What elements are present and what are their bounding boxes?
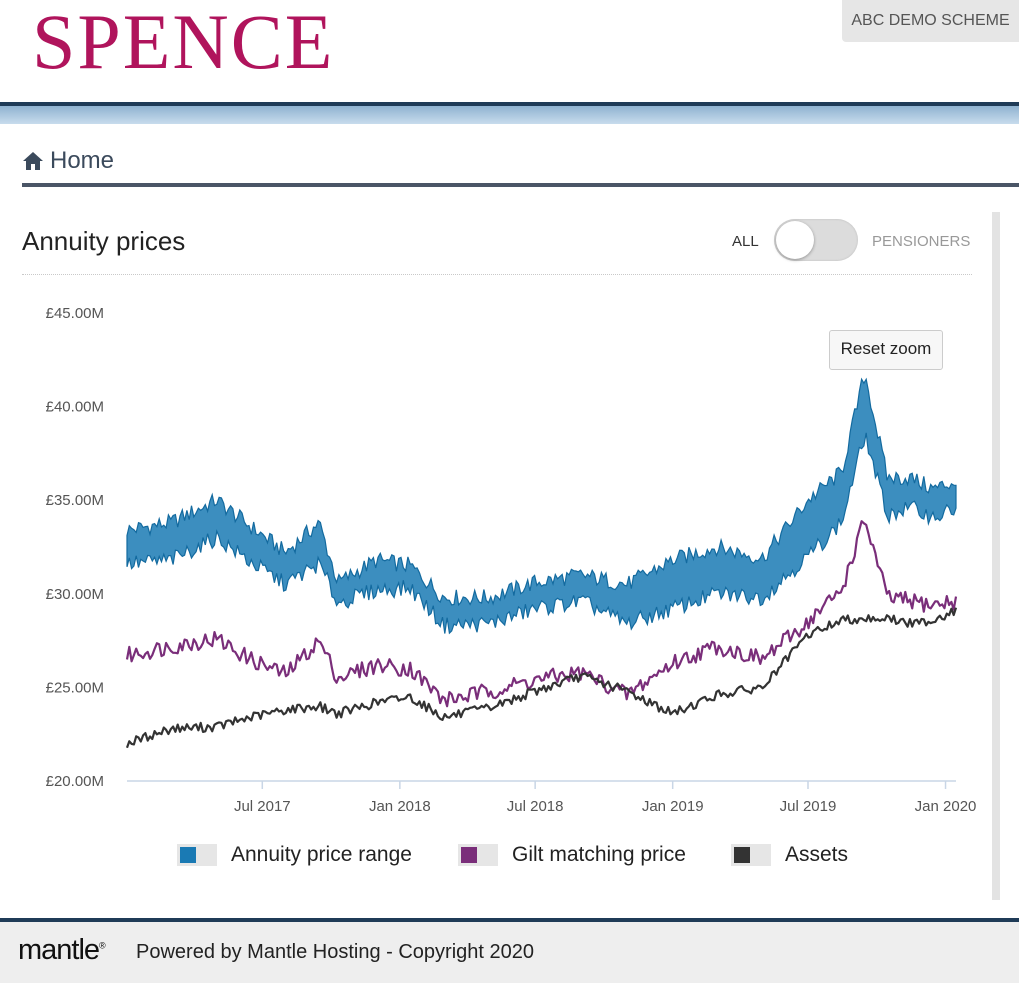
x-tick-label: Jul 2018 xyxy=(507,798,564,815)
x-tick-label: Jul 2017 xyxy=(234,798,291,815)
y-tick-label: £20.00M xyxy=(46,773,104,790)
footer-copyright: Powered by Mantle Hosting - Copyright 20… xyxy=(136,941,534,963)
header-band xyxy=(0,106,1019,124)
y-tick-label: £45.00M xyxy=(46,305,104,322)
title-separator xyxy=(22,274,972,275)
legend-label: Assets xyxy=(785,843,849,866)
breadcrumb-home[interactable]: Home xyxy=(50,147,115,174)
all-pensioners-toggle[interactable] xyxy=(774,219,858,261)
y-tick-label: £40.00M xyxy=(46,399,104,416)
x-tick-label: Jan 2018 xyxy=(369,798,431,815)
spence-logo[interactable]: SPENCE xyxy=(32,0,335,85)
legend-swatch xyxy=(458,844,498,866)
series-annuity-range xyxy=(126,377,957,635)
x-tick-label: Jul 2019 xyxy=(780,798,837,815)
x-tick-label: Jan 2019 xyxy=(642,798,704,815)
breadcrumb-underline xyxy=(22,183,1019,187)
legend-item-gilt[interactable]: Gilt matching price xyxy=(458,840,686,870)
site-header: SPENCE ABC DEMO SCHEME xyxy=(0,0,1019,102)
legend-swatch xyxy=(177,844,217,866)
reset-zoom-button[interactable]: Reset zoom xyxy=(829,330,943,370)
legend-label: Gilt matching price xyxy=(512,843,686,866)
footer-divider xyxy=(0,918,1019,922)
panel-scrollbar[interactable] xyxy=(992,212,1000,900)
series-gilt-matching-line xyxy=(125,520,958,708)
legend-item-annuity[interactable]: Annuity price range xyxy=(177,840,412,870)
toggle-label-all[interactable]: ALL xyxy=(732,233,759,250)
home-icon xyxy=(23,152,43,170)
card-title: Annuity prices xyxy=(22,226,186,256)
site-footer xyxy=(0,922,1019,983)
y-tick-label: £35.00M xyxy=(46,492,104,509)
scheme-selector[interactable]: ABC DEMO SCHEME xyxy=(842,0,1019,42)
mantle-logo[interactable]: mantle® xyxy=(18,934,106,966)
y-tick-label: £30.00M xyxy=(46,586,104,603)
breadcrumb[interactable]: Home xyxy=(22,144,114,178)
toggle-label-pensioners[interactable]: PENSIONERS xyxy=(872,233,971,250)
legend-label: Annuity price range xyxy=(231,843,412,866)
y-tick-label: £25.00M xyxy=(46,679,104,696)
toggle-knob[interactable] xyxy=(776,221,814,259)
legend-item-assets[interactable]: Assets xyxy=(731,840,848,870)
annuity-chart[interactable]: £20.00M £25.00M £30.00M £35.00M £40.00M £45.0… xyxy=(0,290,990,830)
series-assets-line xyxy=(125,607,958,749)
x-tick-label: Jan 2020 xyxy=(915,798,977,815)
legend-swatch xyxy=(731,844,771,866)
header-divider xyxy=(0,102,1019,106)
